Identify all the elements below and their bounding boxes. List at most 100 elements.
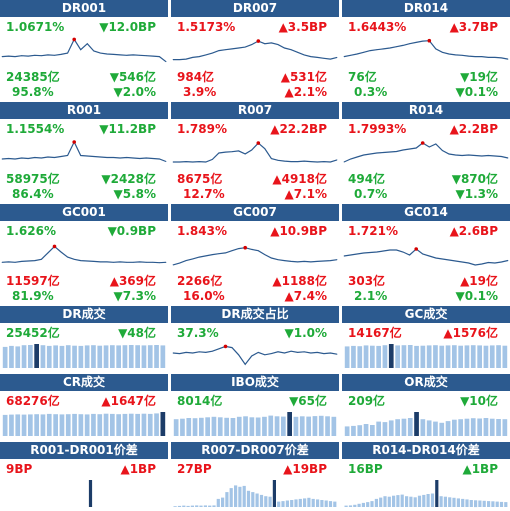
data-point [21, 157, 23, 159]
data-point [330, 58, 331, 60]
bar [177, 505, 182, 507]
volume-change: ▼870亿 [451, 172, 498, 186]
series-line [1, 38, 167, 63]
share-change: ▲2.1% [284, 85, 327, 99]
data-point [264, 354, 266, 356]
volume-change: ▼546亿 [109, 70, 156, 84]
bar [320, 500, 324, 507]
bar [28, 345, 33, 368]
data-point [363, 252, 365, 254]
bar [464, 418, 470, 436]
peak-point [256, 141, 261, 145]
bar [293, 416, 299, 436]
bar [84, 414, 90, 436]
data-point [212, 350, 213, 352]
bar [361, 502, 365, 507]
data-point [369, 153, 371, 155]
data-point [402, 251, 404, 253]
data-point [350, 158, 351, 160]
data-point [316, 261, 318, 262]
line-chart [1, 140, 167, 163]
bar [426, 345, 432, 368]
bar [15, 414, 21, 436]
data-point [290, 261, 292, 262]
data-point [363, 154, 365, 156]
volume-value: 2266亿 [177, 274, 223, 288]
bar [192, 418, 198, 436]
data-point [54, 157, 55, 158]
bar [328, 501, 333, 507]
data-point [231, 250, 233, 252]
bar [426, 494, 430, 507]
panel-title: R007-DR007价差 [171, 442, 339, 459]
bar [264, 496, 268, 507]
bar [186, 505, 190, 507]
bar [15, 346, 21, 368]
data-point [415, 147, 417, 149]
bar [487, 501, 491, 507]
peak-point [52, 244, 57, 249]
data-point [93, 50, 95, 52]
data-point [225, 151, 226, 153]
data-point [396, 249, 397, 251]
data-point [310, 352, 312, 354]
data-point [336, 353, 338, 355]
bar [249, 417, 255, 436]
bar [405, 496, 409, 507]
data-point [257, 352, 259, 353]
data-point [231, 347, 233, 348]
data-point [402, 45, 404, 46]
data-point [185, 260, 187, 261]
data-point [119, 54, 121, 56]
bar [357, 503, 361, 507]
panel-dr007: DR007 1.5173% ▲3.5BP 984亿 ▲531亿 3.9% ▲2.1% [171, 0, 339, 100]
data-point [205, 161, 207, 163]
data-point [461, 261, 463, 263]
primary-change: ▼11.2BP [99, 122, 156, 136]
bar [489, 345, 495, 368]
bar [461, 498, 465, 507]
bar [72, 413, 77, 436]
bar [307, 497, 311, 507]
panel-r014_dr014_spread: R014-DR014价差 16BP ▲1BP [342, 442, 510, 511]
bar [110, 413, 115, 436]
panel-r007: R007 1.789% ▲22.2BP 8675亿 ▲4918亿 12.7% ▲7.1% [171, 102, 339, 202]
bar [414, 345, 419, 368]
bar [103, 345, 109, 368]
data-point [198, 256, 200, 258]
data-point [198, 351, 200, 353]
data-point [415, 42, 417, 43]
bar [268, 415, 274, 436]
bar [477, 418, 482, 436]
data-point [27, 260, 29, 262]
bar [395, 345, 400, 368]
bar [46, 345, 52, 368]
data-point [185, 58, 187, 60]
data-point [231, 151, 233, 153]
data-point [60, 54, 62, 55]
bar [84, 345, 90, 368]
primary-value: 1.0671% [6, 20, 65, 34]
data-point [316, 57, 318, 58]
bar [40, 414, 46, 436]
share-value: 3.9% [183, 85, 217, 99]
data-point [316, 161, 318, 163]
data-point [435, 257, 437, 259]
data-point [251, 355, 253, 357]
volume-change: ▲19亿 [460, 274, 498, 288]
data-point [442, 150, 443, 151]
panel-dr014: DR014 1.6443% ▲3.7BP 76亿 ▼19亿 0.3% ▼0.1% [342, 0, 510, 100]
data-point [192, 57, 194, 58]
data-point [468, 55, 469, 57]
data-point [218, 50, 220, 51]
data-point [218, 253, 220, 255]
data-point [448, 259, 450, 261]
bar-chart [173, 412, 337, 436]
share-change: ▼0.1% [455, 85, 498, 99]
bar [217, 417, 223, 436]
bar [502, 345, 508, 368]
data-point [113, 261, 114, 263]
bar [40, 345, 46, 368]
panel-title: DR001 [0, 0, 168, 17]
bar [489, 418, 495, 436]
